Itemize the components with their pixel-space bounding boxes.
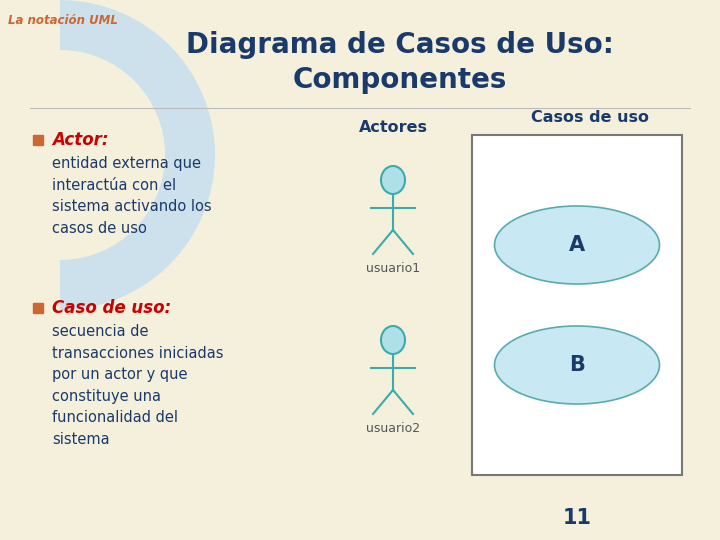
Text: Actores: Actores (359, 120, 428, 136)
Wedge shape (60, 0, 215, 310)
Text: entidad externa que
interactúa con el
sistema activando los
casos de uso: entidad externa que interactúa con el si… (52, 156, 212, 236)
Ellipse shape (495, 326, 660, 404)
Text: B: B (569, 355, 585, 375)
FancyBboxPatch shape (472, 135, 682, 475)
Text: La notación UML: La notación UML (8, 14, 118, 27)
Text: Diagrama de Casos de Uso:: Diagrama de Casos de Uso: (186, 31, 614, 59)
Text: Caso de uso:: Caso de uso: (52, 299, 171, 317)
Text: Casos de uso: Casos de uso (531, 111, 649, 125)
Circle shape (0, 50, 165, 260)
Text: A: A (569, 235, 585, 255)
Text: Componentes: Componentes (293, 66, 507, 94)
Ellipse shape (495, 206, 660, 284)
Text: usuario2: usuario2 (366, 422, 420, 435)
Ellipse shape (381, 326, 405, 354)
Text: Actor:: Actor: (52, 131, 109, 149)
Text: usuario1: usuario1 (366, 262, 420, 275)
Ellipse shape (381, 166, 405, 194)
Text: secuencia de
transacciones iniciadas
por un actor y que
constituye una
funcional: secuencia de transacciones iniciadas por… (52, 324, 223, 447)
Text: 11: 11 (562, 508, 592, 528)
